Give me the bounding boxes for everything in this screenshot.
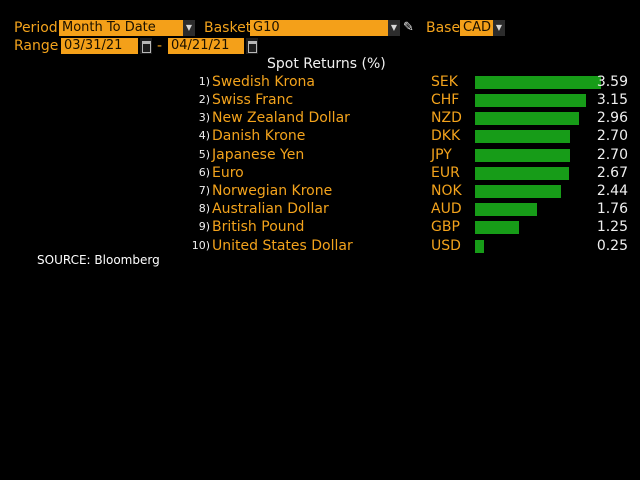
return-value: 2.70 [596,128,628,144]
return-bar [475,76,601,89]
currency-name: Norwegian Krone [212,183,333,199]
currency-name: Danish Krone [212,128,306,144]
row-rank: 7) [198,184,210,197]
return-bar [475,112,579,125]
row-rank: 4) [198,129,210,142]
return-value: 1.25 [596,219,628,235]
row-rank: 2) [198,93,210,106]
chevron-down-icon[interactable]: ▼ [388,20,400,36]
range-end-value: 04/21/21 [171,38,230,53]
currency-code: NOK [431,183,462,199]
return-value: 1.76 [596,201,628,217]
period-label: Period [14,20,58,36]
currency-code: GBP [431,219,460,235]
base-value: CAD [463,20,491,35]
currency-name: Japanese Yen [212,147,305,163]
range-separator: - [157,38,163,54]
row-rank: 1) [198,75,210,88]
return-value: 2.67 [596,165,628,181]
return-bar [475,221,519,234]
currency-code: EUR [431,165,460,181]
return-bar [475,94,586,107]
return-bar [475,167,569,180]
return-bar [475,203,537,216]
return-value: 3.59 [596,74,628,90]
source-note: SOURCE: Bloomberg [37,253,160,267]
basket-dropdown[interactable]: G10 ▼ [250,20,400,36]
calendar-icon[interactable] [246,38,258,54]
return-bar [475,130,570,143]
currency-code: JPY [431,147,452,163]
period-dropdown[interactable]: Month To Date ▼ [59,20,195,36]
return-value: 2.44 [596,183,628,199]
pencil-icon[interactable]: ✎ [403,20,414,35]
range-start-field[interactable]: 03/31/21 [61,38,138,54]
currency-code: CHF [431,92,460,108]
return-value: 0.25 [596,238,628,254]
chevron-down-icon[interactable]: ▼ [493,20,505,36]
row-rank: 8) [198,202,210,215]
currency-code: AUD [431,201,462,217]
return-value: 3.15 [596,92,628,108]
range-end-field[interactable]: 04/21/21 [168,38,244,54]
currency-name: United States Dollar [212,238,353,254]
return-value: 2.96 [596,110,628,126]
currency-code: DKK [431,128,461,144]
calendar-icon[interactable] [140,38,152,54]
basket-value: G10 [253,20,280,35]
period-value: Month To Date [62,20,156,35]
currency-name: Australian Dollar [212,201,329,217]
range-start-value: 03/31/21 [64,38,123,53]
currency-code: NZD [431,110,462,126]
currency-name: Euro [212,165,244,181]
return-value: 2.70 [596,147,628,163]
return-bar [475,240,484,253]
row-rank: 5) [198,148,210,161]
base-label: Base [426,20,461,36]
chevron-down-icon[interactable]: ▼ [183,20,195,36]
row-rank: 3) [198,111,210,124]
return-bar [475,149,570,162]
currency-name: British Pound [212,219,305,235]
table-title: Spot Returns (%) [267,56,386,72]
return-bar [475,185,561,198]
row-rank: 10) [191,239,210,252]
row-rank: 6) [198,166,210,179]
currency-name: Swedish Krona [212,74,315,90]
row-rank: 9) [198,220,210,233]
base-dropdown[interactable]: CAD ▼ [460,20,505,36]
range-label: Range [14,38,59,54]
currency-name: Swiss Franc [212,92,294,108]
currency-name: New Zealand Dollar [212,110,350,126]
currency-code: USD [431,238,461,254]
basket-label: Basket [204,20,252,36]
currency-code: SEK [431,74,458,90]
